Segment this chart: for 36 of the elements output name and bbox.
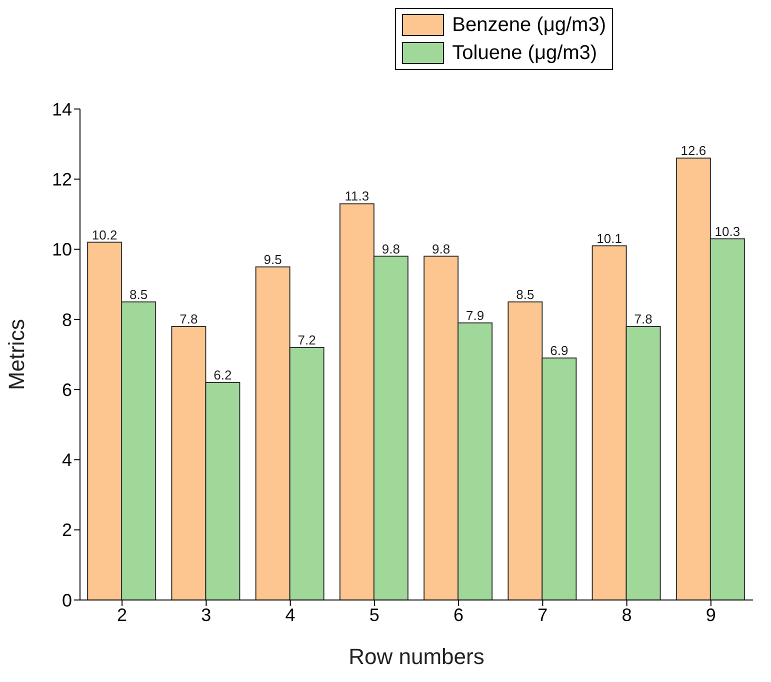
data-label: 10.2 xyxy=(92,227,118,242)
data-label: 7.8 xyxy=(634,311,652,326)
y-tick-label: 2 xyxy=(62,520,72,540)
y-axis-title: Metrics xyxy=(4,319,29,390)
x-tick-label: 4 xyxy=(285,604,296,625)
data-label: 9.5 xyxy=(264,252,282,267)
data-label: 8.5 xyxy=(130,286,148,302)
y-tick-label: 10 xyxy=(52,240,72,260)
x-tick-label: 6 xyxy=(454,604,464,625)
x-tick-label: 3 xyxy=(201,604,212,625)
data-label: 11.3 xyxy=(344,188,370,204)
data-label: 7.8 xyxy=(180,311,198,326)
data-label: 12.6 xyxy=(680,143,706,158)
data-label: 7.2 xyxy=(298,332,316,348)
data-label: 6.2 xyxy=(214,368,232,383)
y-tick-label: 4 xyxy=(62,450,72,470)
data-label: 9.8 xyxy=(432,241,450,256)
y-tick-label: 8 xyxy=(62,310,72,330)
data-label: 8.5 xyxy=(516,286,534,302)
data-label: 6.9 xyxy=(550,343,568,358)
y-tick-label: 6 xyxy=(62,380,72,400)
legend-label: Toluene (μg/m3) xyxy=(452,42,598,64)
x-axis-title: Row numbers xyxy=(348,644,484,669)
data-label: 9.8 xyxy=(382,241,400,256)
legend-label: Benzene (μg/m3) xyxy=(452,14,606,36)
x-tick-label: 5 xyxy=(369,604,380,625)
y-tick-label: 12 xyxy=(52,170,72,190)
y-tick-label: 0 xyxy=(62,590,72,610)
x-tick-label: 8 xyxy=(622,604,632,625)
data-label: 7.9 xyxy=(466,308,484,323)
data-label: 10.3 xyxy=(714,224,740,239)
data-label: 10.1 xyxy=(596,230,622,246)
x-tick-label: 2 xyxy=(117,604,128,625)
x-tick-label: 7 xyxy=(538,604,548,625)
y-tick-label: 14 xyxy=(52,99,72,120)
x-tick-label: 9 xyxy=(706,604,716,625)
